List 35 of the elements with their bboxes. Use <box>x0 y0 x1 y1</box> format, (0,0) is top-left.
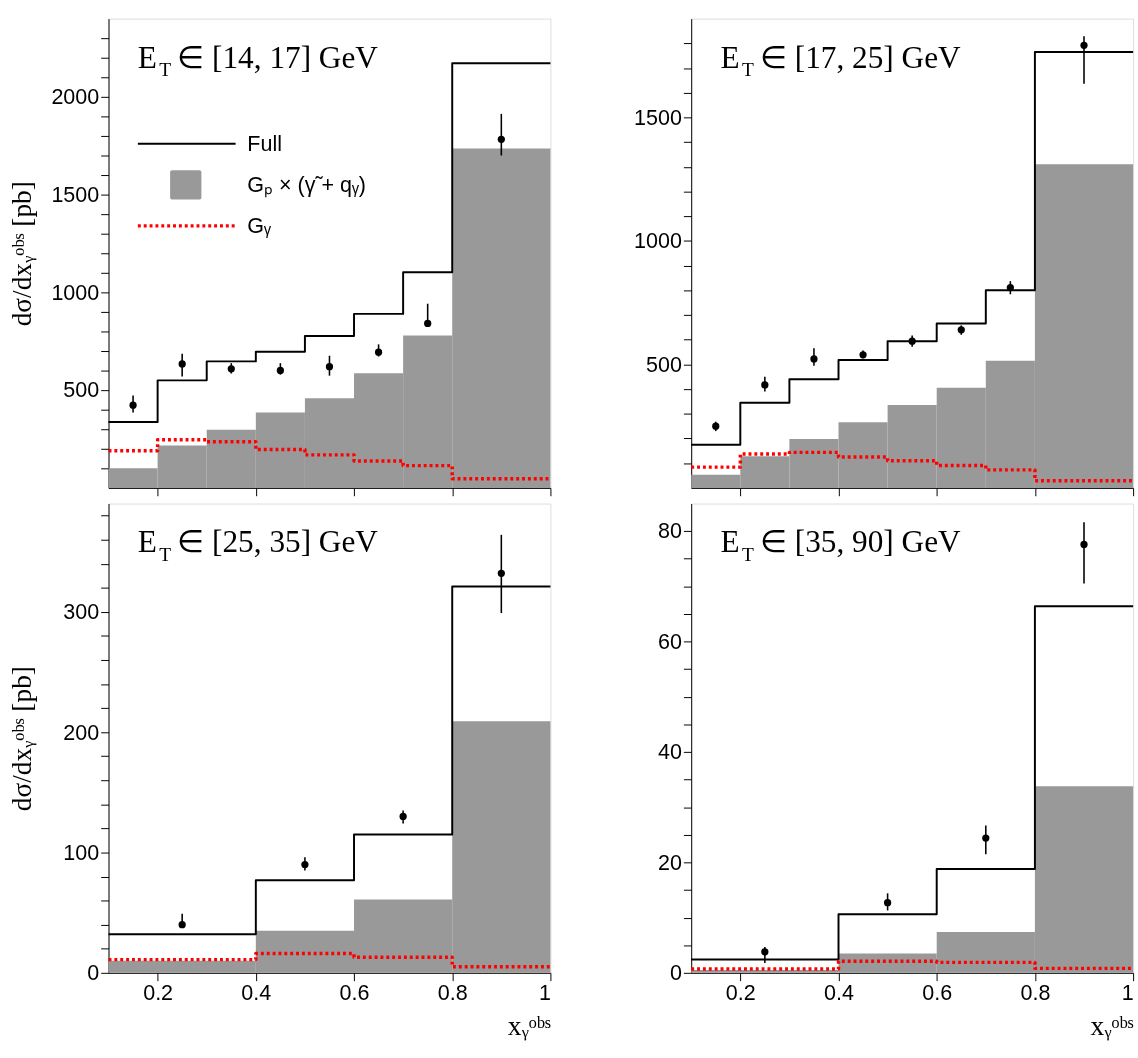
y-tick-label: 20 <box>658 850 682 875</box>
legend-label: Gᵧ <box>247 213 273 238</box>
x-tick-label: 0.4 <box>824 980 854 1005</box>
y-tick-label: 40 <box>658 740 682 765</box>
y-tick-label: 500 <box>646 352 682 377</box>
y-tick-label: 300 <box>63 600 100 625</box>
x-axis-title: xᵧᵒᵇˢ <box>1090 1010 1134 1041</box>
y-tick-label: 100 <box>63 840 100 865</box>
legend-label: Full <box>247 131 283 156</box>
y-tick-label: 1000 <box>51 280 100 305</box>
y-tick-label: 0 <box>87 961 100 986</box>
x-tick-label: 0.6 <box>339 980 370 1005</box>
x-tick-label: 1 <box>538 980 551 1005</box>
y-axis-title: dσ/dxᵧᵒᵇˢ [pb] <box>6 181 37 327</box>
y-tick-label: 1500 <box>51 182 100 207</box>
x-tick-label: 0.2 <box>725 980 756 1005</box>
x-tick-label: 0.8 <box>1020 980 1051 1005</box>
x-tick-label: 0.8 <box>437 980 468 1005</box>
legend-label: Gₚ × (γ̃ + qᵧ) <box>247 172 367 198</box>
y-tick-label: 60 <box>658 629 682 654</box>
y-tick-label: 500 <box>63 378 100 403</box>
point <box>424 319 432 328</box>
y-tick-label: 0 <box>669 961 682 986</box>
y-tick-label: 80 <box>658 519 682 544</box>
x-axis-title: xᵧᵒᵇˢ <box>507 1010 552 1041</box>
x-tick-label: 0.4 <box>241 980 272 1005</box>
y-axis-title: dσ/dxᵧᵒᵇˢ [pb] <box>6 666 37 812</box>
y-tick-label: 1000 <box>634 229 682 254</box>
point <box>325 363 334 371</box>
x-tick-label: 0.6 <box>922 980 953 1005</box>
y-tick-label: 200 <box>63 720 100 745</box>
x-tick-label: 1 <box>1121 980 1134 1005</box>
y-tick-label: 1500 <box>634 105 682 130</box>
y-tick-label: 2000 <box>51 85 100 110</box>
x-tick-label: 0.2 <box>143 980 174 1005</box>
